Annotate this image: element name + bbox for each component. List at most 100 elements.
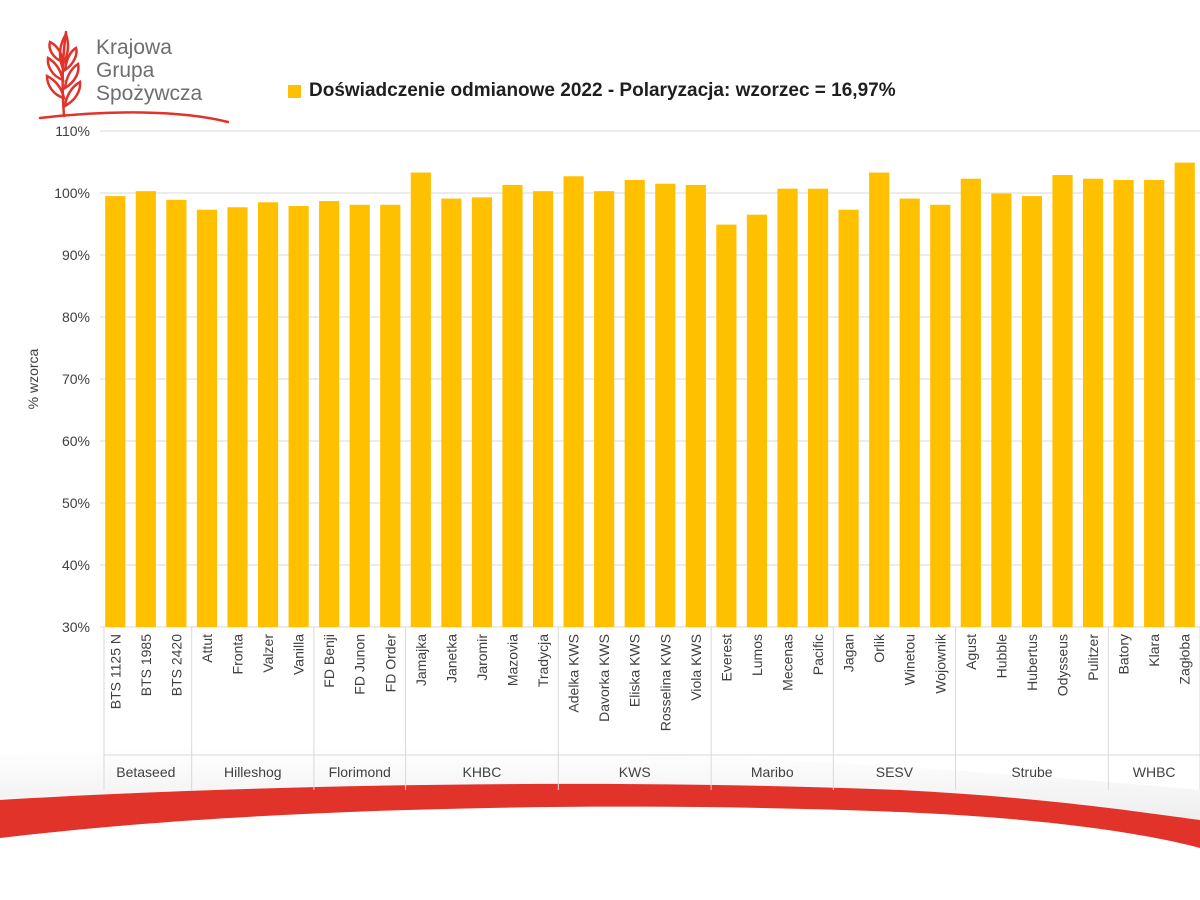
bar bbox=[563, 176, 584, 627]
bar bbox=[532, 191, 554, 627]
x-tick-label: Attut bbox=[199, 634, 215, 663]
y-tick-label: 80% bbox=[62, 309, 90, 325]
x-tick-label: Agust bbox=[963, 634, 979, 670]
x-tick-label: Winetou bbox=[902, 634, 918, 685]
x-tick-label: Wojownik bbox=[932, 633, 948, 694]
y-tick-label: 50% bbox=[62, 495, 90, 511]
chart-legend: Doświadczenie odmianowe 2022 - Polaryzac… bbox=[288, 80, 896, 102]
y-tick-label: 110% bbox=[55, 123, 90, 139]
x-tick-label: Mazovia bbox=[505, 634, 521, 686]
bar bbox=[196, 209, 218, 628]
x-tick-label: Rosselina KWS bbox=[657, 634, 673, 731]
x-tick-label: Hubble bbox=[993, 634, 1009, 679]
x-tick-label: Klara bbox=[1146, 634, 1162, 667]
bar bbox=[288, 206, 309, 627]
group-label: KWS bbox=[619, 764, 651, 780]
x-tick-label: Davorka KWS bbox=[596, 634, 612, 722]
x-tick-label: Hubertus bbox=[1024, 634, 1040, 691]
group-label: Florimond bbox=[329, 764, 391, 780]
bar bbox=[655, 183, 676, 627]
x-tick-label: Everest bbox=[718, 634, 734, 682]
bar bbox=[319, 201, 340, 627]
bar bbox=[441, 198, 462, 627]
x-tick-label: Pacific bbox=[810, 634, 826, 675]
logo-line-3: Spożywcza bbox=[96, 82, 203, 105]
x-tick-label: Pulitzer bbox=[1085, 634, 1101, 681]
bar bbox=[624, 179, 645, 628]
x-tick-label: Janetka bbox=[443, 634, 459, 683]
x-tick-label: Fronta bbox=[230, 634, 246, 675]
bar bbox=[1144, 179, 1165, 628]
group-label: Betaseed bbox=[116, 764, 175, 780]
bar bbox=[257, 202, 279, 628]
y-tick-label: 30% bbox=[62, 619, 90, 635]
x-tick-label: Vanilla bbox=[291, 634, 307, 675]
bar bbox=[960, 178, 981, 628]
bar bbox=[930, 204, 951, 627]
bar bbox=[1021, 196, 1043, 627]
bar bbox=[1082, 178, 1104, 628]
bar bbox=[746, 214, 768, 627]
logo-line-1: Krajowa bbox=[96, 36, 172, 59]
x-tick-label: Zagłoba bbox=[1177, 634, 1193, 685]
x-tick-label: Valzer bbox=[260, 634, 276, 673]
bar bbox=[166, 199, 187, 627]
x-tick-label: Eliska KWS bbox=[627, 634, 643, 707]
bar bbox=[838, 209, 859, 628]
group-label: Maribo bbox=[751, 764, 794, 780]
x-tick-label: Viola KWS bbox=[688, 634, 704, 701]
bar bbox=[135, 191, 156, 627]
x-tick-label: BTS 2420 bbox=[168, 634, 184, 696]
bar bbox=[410, 172, 431, 628]
legend-swatch bbox=[288, 84, 301, 98]
bar bbox=[716, 224, 737, 627]
group-label: Strube bbox=[1011, 764, 1052, 780]
y-tick-label: 90% bbox=[62, 247, 90, 263]
x-tick-label: FD Junon bbox=[352, 634, 368, 695]
x-tick-label: BTS 1985 bbox=[138, 634, 154, 696]
bar bbox=[349, 204, 370, 627]
y-axis-title: % wzorca bbox=[25, 348, 41, 409]
bar bbox=[991, 193, 1012, 627]
x-tick-label: Jagan bbox=[841, 634, 857, 672]
x-tick-label: FD Benji bbox=[321, 634, 337, 688]
x-tick-label: Adelka KWS bbox=[566, 634, 582, 713]
y-tick-label: 70% bbox=[62, 371, 90, 387]
logo-line-2: Grupa bbox=[96, 59, 155, 82]
x-tick-label: BTS 1125 N bbox=[107, 634, 123, 709]
x-tick-label: Jaromir bbox=[474, 634, 490, 681]
bottom-red-swoosh bbox=[0, 783, 1200, 848]
x-tick-label: FD Order bbox=[382, 634, 398, 693]
logo: Krajowa Grupa Spożywcza bbox=[96, 36, 202, 105]
x-tick-label: Batory bbox=[1116, 634, 1132, 674]
plot-area: 30% 40% 50% 60% 70% 80% 90% 100% 110% % wzorca BTS… bbox=[25, 123, 1200, 790]
y-tick-label: 100% bbox=[54, 185, 90, 201]
logo-wheat-icon bbox=[38, 30, 230, 124]
bar bbox=[869, 172, 890, 628]
bar bbox=[1113, 179, 1134, 628]
bar bbox=[1052, 175, 1073, 627]
x-tick-label: Jamajka bbox=[413, 634, 429, 686]
bar bbox=[807, 188, 829, 627]
bar bbox=[594, 191, 615, 627]
bar bbox=[227, 207, 248, 627]
bar bbox=[502, 184, 523, 627]
x-tick-label: Odysseus bbox=[1055, 634, 1071, 696]
group-label: SESV bbox=[876, 764, 914, 780]
bar bbox=[899, 198, 920, 627]
x-tick-label: Tradycja bbox=[535, 634, 551, 687]
bar bbox=[777, 188, 798, 627]
bar bbox=[105, 196, 126, 627]
x-tick-label: Orlik bbox=[871, 633, 887, 663]
bar bbox=[1174, 162, 1195, 627]
group-label: WHBC bbox=[1133, 764, 1176, 780]
chart-title: Doświadczenie odmianowe 2022 - Polaryzac… bbox=[309, 80, 896, 101]
y-tick-label: 40% bbox=[62, 557, 90, 573]
bar bbox=[685, 184, 706, 627]
x-tick-label: Lumos bbox=[749, 634, 765, 676]
y-tick-label: 60% bbox=[62, 433, 90, 449]
x-tick-label: Mecenas bbox=[780, 634, 796, 691]
group-label: KHBC bbox=[462, 764, 501, 780]
bar bbox=[380, 204, 401, 627]
